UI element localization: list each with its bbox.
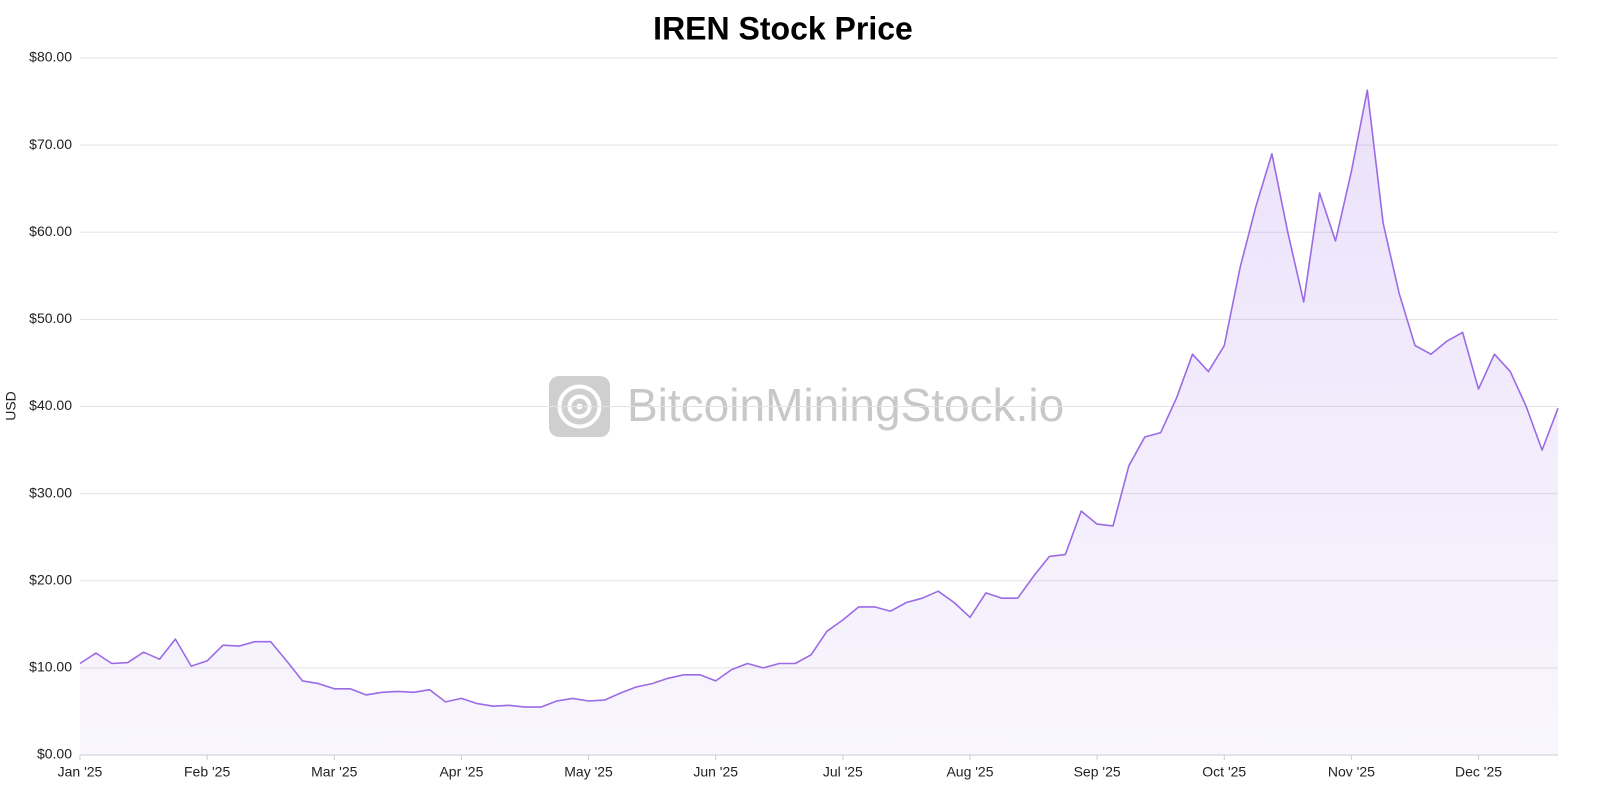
x-tick-label: Sep '25	[1074, 764, 1121, 780]
x-tick-label: Apr '25	[439, 764, 483, 780]
x-tick-label: Mar '25	[311, 764, 357, 780]
x-tick-label: Dec '25	[1455, 764, 1502, 780]
x-tick-label: Jun '25	[693, 764, 738, 780]
area-fill	[80, 90, 1558, 755]
y-tick-label: $30.00	[29, 484, 72, 500]
price-line	[79, 89, 1559, 708]
y-axis-label: USD	[3, 391, 19, 421]
x-tick-label: Nov '25	[1328, 764, 1375, 780]
x-tick-label: Jul '25	[823, 764, 863, 780]
x-tick-label: Jan '25	[58, 764, 103, 780]
chart-title: IREN Stock Price	[653, 10, 913, 46]
y-tick-label: $20.00	[29, 571, 72, 587]
y-tick-label: $10.00	[29, 659, 72, 675]
x-tick-label: Oct '25	[1202, 764, 1246, 780]
y-tick-label: $50.00	[29, 310, 72, 326]
y-tick-label: $70.00	[29, 136, 72, 152]
x-tick-label: Aug '25	[946, 764, 993, 780]
x-tick-label: Feb '25	[184, 764, 230, 780]
y-tick-label: $60.00	[29, 223, 72, 239]
y-tick-label: $40.00	[29, 397, 72, 413]
y-tick-label: $0.00	[37, 746, 72, 762]
y-tick-label: $80.00	[29, 49, 72, 65]
watermark: BitcoinMiningStock.io	[627, 379, 1064, 431]
x-tick-label: May '25	[564, 764, 613, 780]
